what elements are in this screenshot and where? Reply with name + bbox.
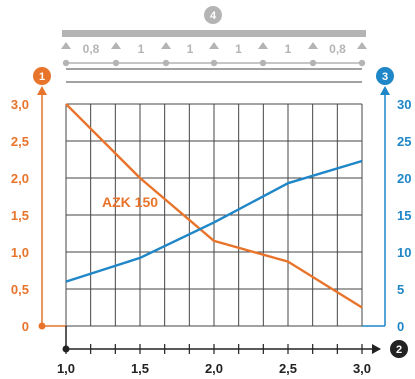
y-left-tick-label: 1,0 [11,245,29,260]
badge-right-axis [376,67,394,85]
badge-x-axis [390,340,408,358]
x-tick-label: 2,0 [205,361,223,376]
right-axis-arrow [380,86,390,95]
support-triangle [209,42,219,49]
series-line-left [65,103,363,309]
chart-axes [37,86,390,354]
y-left-tick-label: 3,0 [11,97,29,112]
badge-top-spans [204,6,222,24]
x-tick-label: 3,0 [353,361,371,376]
x-axis-arrow [372,344,381,354]
support-triangle [258,42,268,49]
span-label: 1 [235,42,242,56]
y-right-tick-label: 20 [397,171,411,186]
span-label: 1 [285,42,292,56]
badge-left-axis-label: 1 [39,71,45,83]
support-triangle [161,42,171,49]
support-triangle [111,42,121,49]
y-left-tick-label: 2,5 [11,134,29,149]
y-left-tick-label: 1,5 [11,208,29,223]
badge-top-spans-label: 4 [210,10,217,22]
chart-grid [65,68,363,327]
series-label: AZK 150 [102,194,158,210]
chart-series: AZK 150 [65,103,363,309]
beam-bar [62,30,366,37]
span-label: 1 [138,42,145,56]
x-tick-label: 1,5 [131,361,149,376]
badge-x-axis-label: 2 [396,344,402,356]
y-right-tick-label: 25 [397,134,411,149]
span-label: 0,8 [329,42,346,56]
support-triangle [357,42,367,49]
badge-left-axis [33,67,51,85]
y-left-tick-label: 0 [22,319,29,334]
series-line-right [65,159,363,283]
axis-badges: 1 2 3 4 [33,6,408,358]
y-right-tick-label: 30 [397,97,411,112]
y-right-tick-label: 0 [397,319,404,334]
y-right-tick-label: 15 [397,208,411,223]
span-label: 0,8 [83,42,100,56]
support-span-bar: 0,8 1 1 1 1 0,8 [61,30,367,67]
y-right-tick-label: 5 [397,282,404,297]
span-label: 1 [187,42,194,56]
x-tick-label: 1,0 [57,361,75,376]
x-tick-label: 2,5 [279,361,297,376]
y-right-tick-label: 10 [397,245,411,260]
support-triangle [61,42,71,49]
left-axis-arrow [37,86,47,95]
chart-tick-labels: 1,0 1,5 2,0 2,5 3,0 0 0,5 1,0 1,5 2,0 2,5 3,0 0 5 10 15… [11,97,412,376]
y-left-tick-label: 2,0 [11,171,29,186]
support-triangle [308,42,318,49]
y-left-tick-label: 0,5 [11,282,29,297]
badge-right-axis-label: 3 [382,71,388,83]
